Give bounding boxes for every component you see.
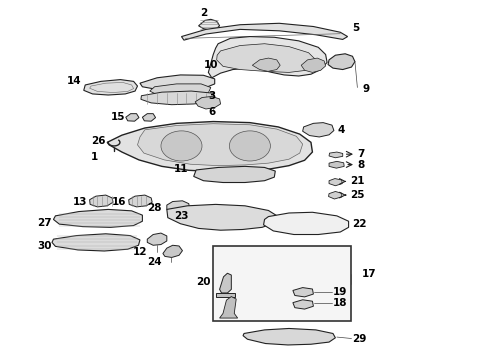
- Polygon shape: [84, 80, 138, 95]
- Text: 25: 25: [350, 190, 365, 200]
- Polygon shape: [198, 19, 220, 30]
- Polygon shape: [303, 123, 334, 137]
- Text: 14: 14: [67, 76, 81, 86]
- Text: 4: 4: [338, 125, 345, 135]
- Text: 1: 1: [91, 152, 98, 162]
- Bar: [213, 246, 351, 320]
- Polygon shape: [329, 192, 342, 199]
- Polygon shape: [243, 328, 335, 345]
- Polygon shape: [129, 195, 152, 207]
- Polygon shape: [220, 61, 236, 70]
- Text: 22: 22: [352, 219, 367, 229]
- Polygon shape: [141, 91, 215, 105]
- Text: 28: 28: [147, 203, 162, 213]
- Text: 6: 6: [208, 107, 216, 117]
- Circle shape: [229, 131, 270, 161]
- Text: 12: 12: [133, 247, 147, 257]
- Text: 11: 11: [174, 164, 189, 174]
- Polygon shape: [126, 114, 139, 121]
- Polygon shape: [301, 58, 326, 72]
- Polygon shape: [53, 210, 143, 227]
- Polygon shape: [138, 124, 303, 166]
- Polygon shape: [328, 54, 355, 69]
- Text: 23: 23: [174, 211, 189, 221]
- Text: 10: 10: [204, 60, 218, 70]
- Text: 16: 16: [112, 197, 127, 207]
- Text: 20: 20: [196, 277, 211, 287]
- Polygon shape: [147, 233, 167, 245]
- Polygon shape: [90, 195, 113, 207]
- Text: 2: 2: [200, 8, 207, 18]
- Text: 8: 8: [357, 159, 365, 170]
- Text: 9: 9: [362, 84, 369, 94]
- Polygon shape: [52, 234, 140, 251]
- Polygon shape: [167, 201, 189, 212]
- Polygon shape: [163, 245, 182, 257]
- Polygon shape: [329, 152, 343, 158]
- Text: 3: 3: [208, 91, 216, 101]
- Text: 17: 17: [362, 269, 377, 279]
- Text: 21: 21: [350, 176, 365, 186]
- Text: 19: 19: [333, 287, 347, 297]
- Polygon shape: [217, 44, 316, 72]
- Polygon shape: [329, 161, 344, 168]
- Polygon shape: [216, 293, 235, 297]
- Polygon shape: [167, 204, 278, 230]
- Text: 26: 26: [91, 136, 106, 145]
- Polygon shape: [194, 166, 275, 183]
- Text: 5: 5: [352, 23, 360, 33]
- Text: 18: 18: [333, 298, 347, 308]
- Text: 15: 15: [111, 112, 125, 122]
- Polygon shape: [208, 37, 327, 78]
- Polygon shape: [143, 114, 156, 121]
- Text: 24: 24: [147, 257, 162, 267]
- Polygon shape: [252, 58, 280, 71]
- Polygon shape: [140, 75, 215, 90]
- Polygon shape: [107, 122, 313, 172]
- Text: 27: 27: [37, 218, 52, 228]
- Text: 13: 13: [73, 197, 88, 207]
- Polygon shape: [195, 96, 220, 109]
- Polygon shape: [220, 297, 238, 318]
- Polygon shape: [220, 273, 231, 293]
- Polygon shape: [150, 84, 211, 96]
- Polygon shape: [181, 23, 347, 40]
- Text: 30: 30: [38, 241, 52, 251]
- Polygon shape: [329, 179, 342, 186]
- Text: 29: 29: [352, 333, 367, 343]
- Polygon shape: [264, 212, 348, 234]
- Text: 7: 7: [357, 149, 365, 159]
- Polygon shape: [293, 300, 314, 309]
- Polygon shape: [293, 288, 314, 297]
- Circle shape: [161, 131, 202, 161]
